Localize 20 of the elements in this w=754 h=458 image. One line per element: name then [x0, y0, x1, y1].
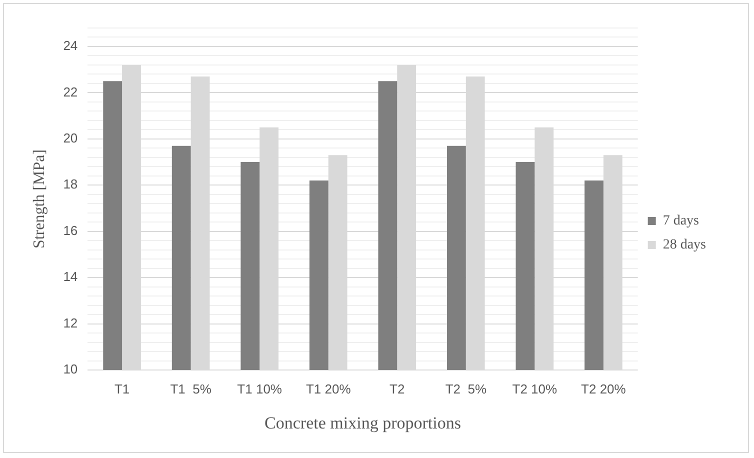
x-axis-title: Concrete mixing proportions [264, 413, 461, 432]
y-tick-label: 12 [63, 315, 78, 330]
x-tick-label: T1 [114, 381, 130, 396]
y-axis-title: Strength [MPa] [30, 149, 48, 249]
y-tick-label: 14 [63, 269, 78, 284]
y-tick-label: 20 [63, 130, 78, 146]
x-tick-label: T2 10% [512, 381, 558, 396]
y-tick-label: 22 [63, 84, 78, 100]
x-tick-label: T1 10% [237, 381, 282, 396]
legend-label: 28 days [662, 238, 706, 253]
x-tick-label: T2 20% [581, 381, 626, 396]
x-tick-label: T1 5% [170, 381, 212, 396]
x-tick-label: T2 [390, 381, 405, 396]
legend-label: 7 days [662, 214, 700, 229]
y-tick-label: 10 [63, 362, 78, 377]
y-tick-label: 16 [63, 222, 78, 238]
x-tick-label: T2 5% [445, 381, 487, 396]
y-tick-label: 24 [63, 38, 78, 54]
y-tick-label: 18 [63, 176, 78, 192]
x-tick-label: T1 20% [306, 381, 352, 396]
